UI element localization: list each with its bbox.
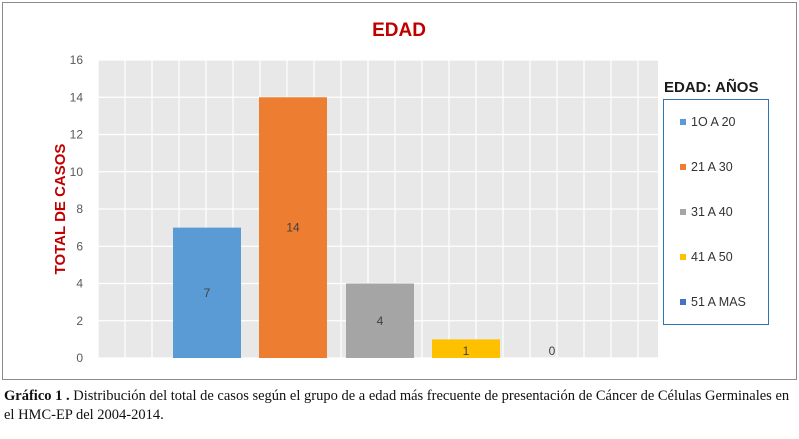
data-label: 1 [463, 344, 470, 358]
legend-label: 41 A 50 [691, 250, 733, 264]
bar [259, 97, 327, 358]
legend-swatch [680, 209, 686, 215]
legend-swatch [680, 119, 686, 125]
legend-label: 21 A 30 [691, 160, 733, 174]
legend-swatch [680, 254, 686, 260]
data-label: 0 [549, 344, 556, 358]
legend-item: 31 A 40 [680, 204, 733, 220]
bar [432, 339, 500, 358]
legend-swatch [680, 164, 686, 170]
y-axis-label: TOTAL DE CASOS [52, 144, 69, 275]
caption-text: Distribución del total de casos según el… [4, 388, 790, 423]
legend-title: EDAD: AÑOS [664, 79, 759, 96]
y-tick-label: 10 [70, 165, 84, 179]
caption-label: Gráfico 1 . [4, 388, 70, 404]
chart-figure: 0 2 4 6 8 10 12 14 16 7 14 4 1 0 EDAD TOTAL DE CASOS ED… [2, 2, 797, 380]
bar [346, 283, 414, 358]
chart-title: EDAD [372, 20, 426, 41]
y-tick-label: 6 [76, 239, 83, 253]
figure-caption: Gráfico 1 . Distribución del total de ca… [4, 387, 799, 425]
y-tick-label: 4 [76, 277, 83, 291]
y-tick-label: 14 [70, 90, 84, 104]
y-tick-label: 16 [70, 53, 84, 67]
y-tick-label: 12 [70, 128, 84, 142]
legend-item: 21 A 30 [680, 159, 733, 175]
legend-label: 51 A MAS [691, 295, 746, 309]
bar [173, 227, 241, 358]
legend-item: 41 A 50 [680, 249, 733, 265]
data-label: 4 [377, 314, 384, 328]
data-label: 14 [286, 221, 300, 235]
legend-swatch [680, 299, 686, 305]
data-label: 7 [204, 286, 211, 300]
legend-label: 1O A 20 [691, 115, 736, 129]
y-tick-label: 2 [76, 314, 83, 328]
y-tick-label: 8 [76, 202, 83, 216]
legend: 1O A 20 21 A 30 31 A 40 41 A 50 51 A MAS [663, 99, 769, 325]
y-tick-label: 0 [76, 351, 83, 365]
legend-item: 1O A 20 [680, 114, 735, 130]
legend-label: 31 A 40 [691, 205, 733, 219]
legend-item: 51 A MAS [680, 294, 746, 310]
